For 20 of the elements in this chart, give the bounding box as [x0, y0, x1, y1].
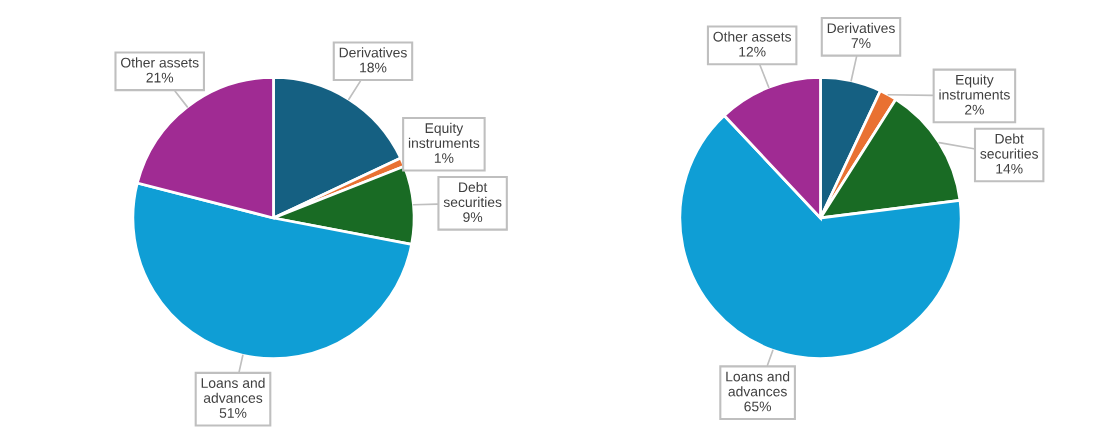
data-label: 9%: [463, 212, 483, 223]
data-label: 65%: [744, 401, 772, 412]
data-label: 21%: [146, 72, 174, 83]
data-label: 1%: [434, 153, 454, 163]
slice-label: Derivatives: [339, 47, 407, 58]
data-label: 12%: [739, 46, 766, 57]
slice-label: Other assets: [121, 57, 199, 68]
data-label: 7%: [851, 38, 871, 48]
slice-label: Loans and advances: [726, 371, 790, 397]
data-label: 51%: [219, 408, 247, 418]
slice-label: Equity instruments: [939, 74, 1010, 100]
slice-label: Debt securities: [980, 133, 1039, 159]
slice-label: Other assets: [713, 31, 792, 42]
slice-label: Derivatives: [827, 22, 895, 34]
slice-label: Debt securities: [443, 181, 502, 208]
slice-label: Equity instruments: [408, 122, 480, 148]
data-label: 14%: [996, 163, 1023, 174]
data-label: 18%: [360, 62, 387, 73]
data-label: 2%: [965, 104, 984, 115]
slice-label: Loans and advances: [201, 377, 265, 403]
